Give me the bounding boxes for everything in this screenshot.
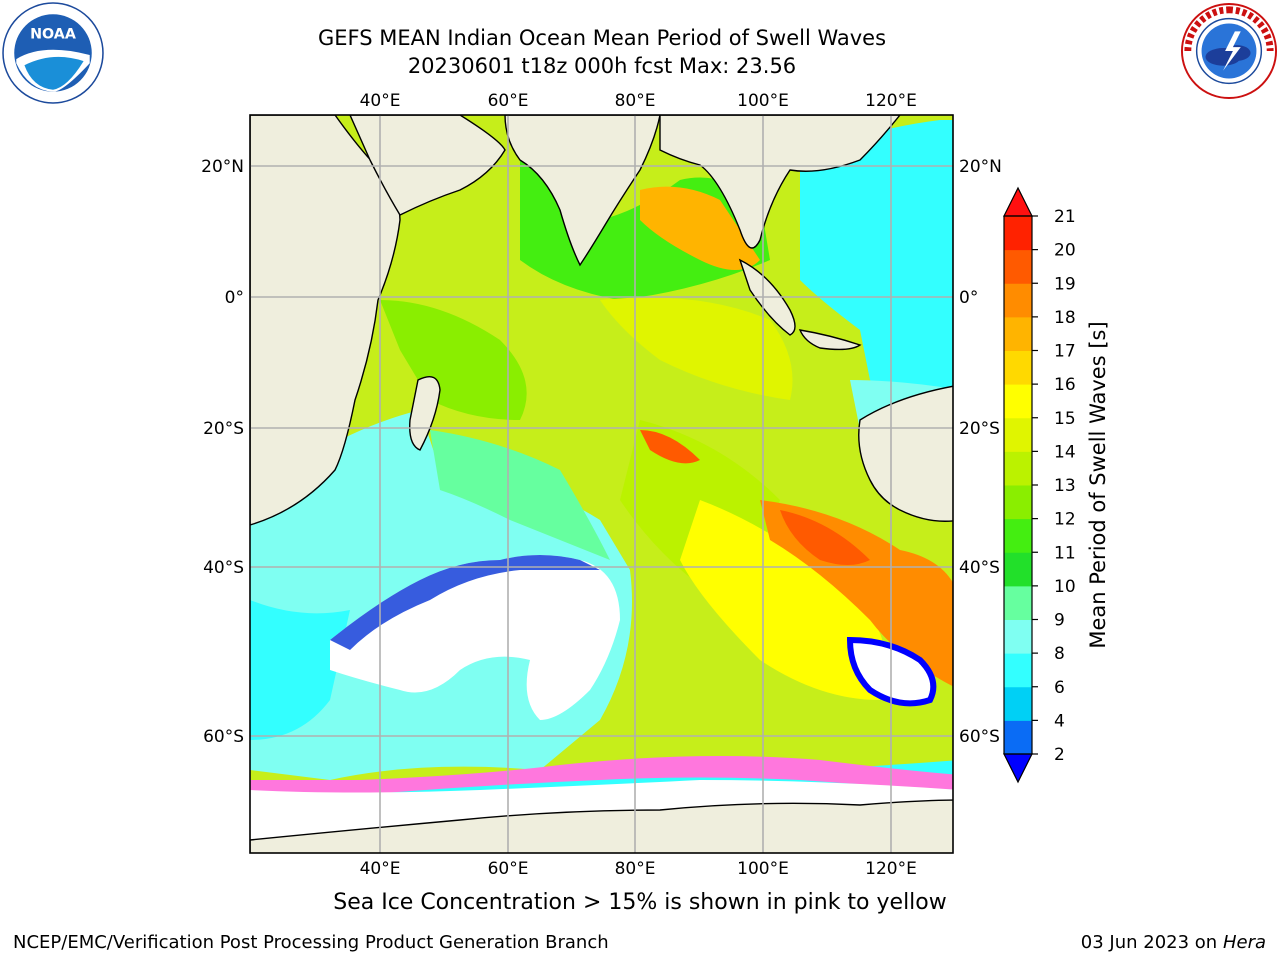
colorbar-tick-label: 17 [1054, 342, 1076, 362]
lon-label: 80°E [615, 91, 656, 111]
colorbar-segment [1004, 384, 1032, 419]
lat-label: 60°S [959, 727, 1000, 747]
lon-labels-bottom: 40°E 60°E 80°E 100°E 120°E [360, 859, 917, 879]
host-name: Hera [1222, 932, 1266, 953]
colorbar-tick-label: 13 [1054, 476, 1076, 496]
lon-label: 40°E [360, 91, 401, 111]
colorbar-ticks: 2 4 6 8 9 10 11 12 13 14 15 16 17 18 19 20 21 [1032, 207, 1076, 765]
colorbar-segment [1004, 417, 1032, 452]
colorbar-segment [1004, 451, 1032, 486]
lon-label: 80°E [615, 859, 656, 879]
graticule [250, 115, 953, 853]
colorbar-segments [1004, 216, 1032, 755]
sea-ice-note: Sea Ice Concentration > 15% is shown in … [333, 890, 947, 915]
lat-label: 60°S [203, 727, 244, 747]
map-plot-area [250, 115, 953, 853]
colorbar-tick-label: 4 [1054, 711, 1065, 731]
colorbar-segment [1004, 720, 1032, 755]
lat-label: 40°S [203, 558, 244, 578]
colorbar-tick-label: 10 [1054, 577, 1076, 597]
colorbar-tick-label: 20 [1054, 241, 1076, 261]
colorbar-segment [1004, 283, 1032, 318]
land-masses [250, 115, 953, 853]
date-credit: 03 Jun 2023 on Hera [1081, 932, 1266, 953]
lat-labels-left: 20°N 0° 20°S 40°S 60°S [201, 157, 244, 747]
lat-label: 20°N [959, 157, 1002, 177]
lon-labels-top: 40°E 60°E 80°E 100°E 120°E [360, 91, 917, 111]
lon-label: 120°E [865, 91, 917, 111]
lon-label: 60°E [488, 859, 529, 879]
nws-logo-icon [1180, 2, 1278, 100]
colorbar-segment [1004, 350, 1032, 385]
colorbar-segment [1004, 216, 1032, 251]
lat-label: 20°S [203, 419, 244, 439]
colorbar-tick-label: 2 [1054, 745, 1065, 765]
colorbar: 2 4 6 8 9 10 11 12 13 14 15 16 17 18 19 20 21 Mean Perio… [1003, 186, 1110, 784]
colorbar-tick-label: 9 [1054, 611, 1065, 631]
noaa-logo-icon: NOAA [2, 2, 104, 104]
colorbar-tick-label: 19 [1054, 274, 1076, 294]
colorbar-segment [1004, 316, 1032, 351]
noaa-logo-text: NOAA [30, 27, 76, 43]
colorbar-tick-label: 21 [1054, 207, 1076, 227]
colorbar-segment [1004, 552, 1032, 587]
colorbar-segment [1004, 585, 1032, 620]
colorbar-tick-label: 15 [1054, 409, 1076, 429]
lon-label: 40°E [360, 859, 401, 879]
map-title: GEFS MEAN Indian Ocean Mean Period of Sw… [317, 26, 887, 50]
colorbar-over-triangle [1003, 186, 1033, 217]
map-subtitle: 20230601 t18z 000h fcst Max: 23.56 [407, 54, 797, 78]
lat-label: 0° [959, 288, 978, 308]
lat-label: 40°S [959, 558, 1000, 578]
lon-label: 100°E [737, 859, 789, 879]
colorbar-tick-label: 12 [1054, 510, 1076, 530]
map-frame [249, 114, 954, 854]
colorbar-segment [1004, 518, 1032, 553]
colorbar-tick-label: 8 [1054, 644, 1065, 664]
colorbar-under-triangle [1003, 753, 1033, 784]
colorbar-tick-label: 11 [1054, 543, 1076, 563]
lon-label: 100°E [737, 91, 789, 111]
lat-label: 20°N [201, 157, 244, 177]
colorbar-segment [1004, 653, 1032, 688]
colorbar-tick-label: 6 [1054, 678, 1065, 698]
date-text: 03 Jun 2023 on [1080, 932, 1218, 953]
lon-label: 60°E [488, 91, 529, 111]
colorbar-tick-label: 18 [1054, 308, 1076, 328]
lat-label: 20°S [959, 419, 1000, 439]
colorbar-tick-label: 14 [1054, 442, 1076, 462]
lon-label: 120°E [865, 859, 917, 879]
colorbar-segment [1004, 249, 1032, 284]
colorbar-segment [1004, 485, 1032, 520]
lat-labels-right: 20°N 0° 20°S 40°S 60°S [959, 157, 1002, 747]
colorbar-label: Mean Period of Swell Waves [s] [1086, 321, 1110, 648]
lat-label: 0° [225, 288, 244, 308]
colorbar-tick-label: 16 [1054, 375, 1076, 395]
colorbar-segment [1004, 686, 1032, 721]
producer-credit: NCEP/EMC/Verification Post Processing Pr… [13, 932, 609, 953]
colorbar-segment [1004, 619, 1032, 654]
